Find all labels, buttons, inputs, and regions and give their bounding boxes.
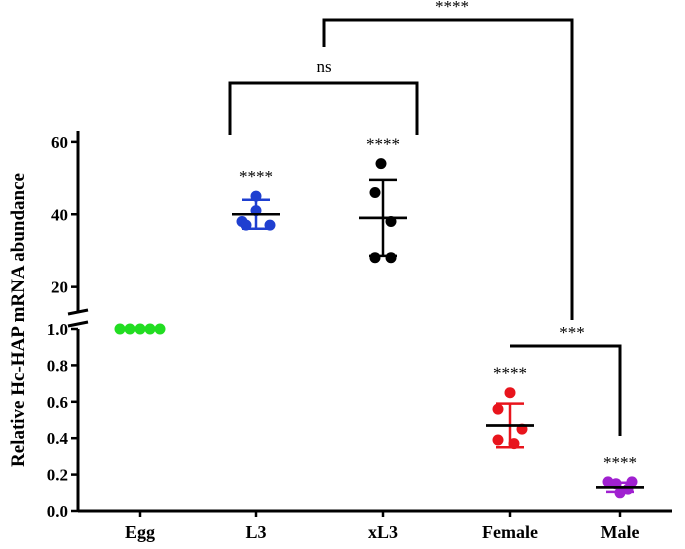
data-point — [385, 252, 397, 264]
bracket-female-male — [510, 344, 622, 436]
data-point — [264, 219, 276, 231]
bracket-l3xl3-male — [322, 18, 574, 320]
y-tick-label: 1.0 — [47, 320, 68, 339]
group-egg — [114, 323, 166, 335]
y-tick-label: 0.2 — [47, 466, 68, 485]
y-tick-label: 0.6 — [47, 393, 68, 412]
axes: 0.0 0.2 0.4 0.6 0.8 1.0 20 40 60 Egg L3 xL3 Female Ma… — [47, 131, 672, 542]
data-point — [508, 438, 520, 450]
x-tick-label: Egg — [125, 522, 155, 542]
data-point — [250, 190, 262, 202]
axis-break-mark — [67, 320, 89, 328]
group-male: **** — [596, 453, 644, 499]
data-point — [614, 487, 626, 499]
data-point — [240, 219, 252, 231]
x-tick-label: Male — [601, 522, 640, 542]
data-groups: **** **** **** **** — [114, 135, 644, 499]
group-l3: **** — [232, 167, 280, 231]
bracket-l3-xl3 — [228, 81, 419, 135]
comparison-label: **** — [435, 0, 469, 16]
axis-break-mark — [67, 308, 89, 316]
y-tick-label: 0.8 — [47, 356, 68, 375]
x-tick-label: Female — [482, 522, 538, 542]
x-tick-label: xL3 — [368, 522, 398, 542]
significance-label: **** — [603, 453, 637, 472]
data-point — [369, 187, 381, 199]
comparison-brackets: ns******* — [228, 0, 622, 436]
data-point — [504, 387, 516, 399]
significance-label: **** — [493, 364, 527, 383]
significance-label: **** — [239, 167, 273, 186]
x-tick-label: L3 — [245, 522, 266, 542]
data-point — [492, 434, 504, 446]
y-tick-label: 40 — [51, 205, 68, 224]
data-point — [369, 252, 381, 264]
y-axis-label: Relative Hc-HAP mRNA abundance — [8, 173, 29, 467]
comparison-label: *** — [559, 323, 585, 342]
data-point — [492, 403, 504, 415]
significance-label: **** — [366, 135, 400, 154]
y-tick-label: 60 — [51, 133, 68, 152]
y-tick-label: 0.0 — [47, 502, 68, 521]
group-xl3: **** — [359, 135, 407, 264]
group-female: **** — [486, 364, 534, 450]
y-tick-label: 20 — [51, 278, 68, 297]
comparison-label: ns — [316, 57, 331, 76]
y-tick-label: 0.4 — [47, 429, 69, 448]
data-point — [375, 158, 387, 170]
